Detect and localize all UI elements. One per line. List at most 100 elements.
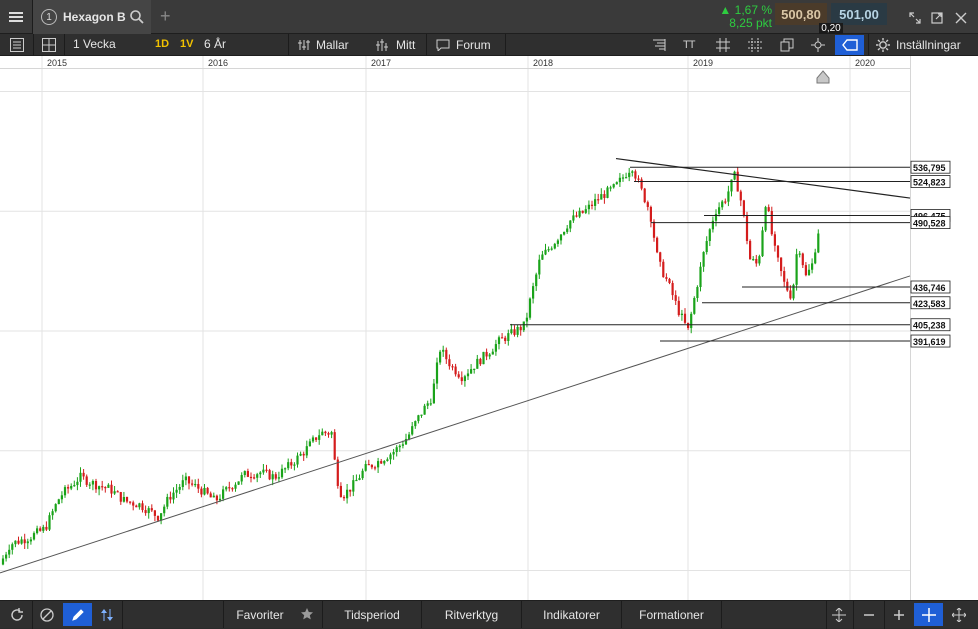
forum-button[interactable]: Forum bbox=[436, 37, 491, 53]
candle-up bbox=[423, 405, 426, 415]
candle-down bbox=[637, 178, 640, 180]
candle-up bbox=[631, 171, 634, 173]
sort-icon[interactable] bbox=[100, 608, 114, 622]
candle-down bbox=[780, 257, 783, 272]
menu-icon[interactable] bbox=[0, 0, 32, 34]
candle-up bbox=[57, 499, 60, 505]
templates-label: Mallar bbox=[316, 38, 349, 52]
indicators-tab[interactable]: Indikatorer bbox=[522, 601, 622, 628]
crosshair-icon[interactable] bbox=[811, 38, 825, 52]
fit-icon[interactable] bbox=[832, 607, 846, 623]
candle-up bbox=[358, 478, 361, 480]
interval-select[interactable]: 1 Vecka bbox=[73, 37, 116, 51]
candle-down bbox=[265, 469, 268, 471]
candle-up bbox=[528, 298, 532, 318]
chart-area[interactable]: 201520162017201820192020600,000300,00020… bbox=[0, 56, 978, 600]
candle-down bbox=[683, 313, 687, 323]
crosshair-grid-icon[interactable] bbox=[748, 38, 762, 52]
candle-up bbox=[730, 179, 733, 192]
quick-1v-button[interactable]: 1V bbox=[180, 38, 194, 50]
candle-up bbox=[352, 480, 355, 492]
candle-up bbox=[522, 321, 525, 331]
candle-up bbox=[404, 438, 408, 445]
candle-up bbox=[411, 426, 414, 435]
candle-up bbox=[708, 229, 711, 242]
candle-up bbox=[296, 455, 299, 465]
templates-button[interactable]: Mallar bbox=[298, 37, 349, 53]
move-icon[interactable] bbox=[951, 607, 967, 623]
candle-up bbox=[507, 333, 510, 342]
instrument-name: Hexagon B bbox=[63, 10, 126, 24]
instrument-tab[interactable]: 1 Hexagon B bbox=[33, 0, 151, 34]
bid-button[interactable]: 500,80 bbox=[775, 3, 827, 25]
candle-up bbox=[488, 354, 491, 357]
price-level-tag bbox=[910, 160, 951, 174]
grid-icon[interactable] bbox=[716, 38, 730, 52]
range-select[interactable]: 6 År bbox=[204, 37, 227, 51]
candle-up bbox=[680, 313, 683, 316]
expand-icon[interactable] bbox=[909, 11, 921, 24]
formations-tab[interactable]: Formationer bbox=[622, 601, 722, 628]
instrument-number: 1 bbox=[46, 11, 52, 23]
period-tab[interactable]: Tidsperiod bbox=[323, 601, 422, 628]
candle-up bbox=[798, 253, 801, 255]
candle-down bbox=[646, 202, 649, 207]
align-icon[interactable] bbox=[652, 38, 666, 52]
search-icon[interactable] bbox=[129, 9, 145, 25]
popout-icon[interactable] bbox=[931, 11, 943, 24]
ask-button[interactable]: 501,00 bbox=[831, 3, 887, 25]
candle-up bbox=[510, 329, 513, 334]
pencil-button[interactable] bbox=[63, 603, 92, 626]
mine-button[interactable]: Mitt bbox=[376, 37, 415, 53]
candle-down bbox=[380, 461, 383, 464]
add-tab-button[interactable]: + bbox=[160, 6, 171, 26]
candle-up bbox=[122, 496, 125, 502]
candle-up bbox=[696, 287, 699, 299]
forum-label: Forum bbox=[456, 38, 491, 52]
candle-up bbox=[594, 199, 597, 206]
candle-down bbox=[674, 295, 677, 301]
candle-up bbox=[113, 491, 116, 494]
copy-icon[interactable] bbox=[780, 38, 794, 52]
candle-down bbox=[677, 300, 680, 316]
tag-button[interactable] bbox=[835, 35, 864, 55]
scroll-to-latest-icon[interactable] bbox=[816, 70, 830, 84]
drawing-tools-tab[interactable]: Ritverktyg bbox=[422, 601, 522, 628]
price-chart[interactable]: 201520162017201820192020600,000300,00020… bbox=[0, 56, 978, 600]
instrument-number-badge: 1 bbox=[41, 9, 57, 25]
candle-down bbox=[116, 491, 119, 493]
candle-down bbox=[513, 329, 516, 335]
candle-up bbox=[166, 496, 169, 507]
text-tool-button[interactable]: TT bbox=[683, 39, 695, 51]
settings-button[interactable]: Inställningar bbox=[876, 37, 961, 53]
crosshair-toggle-button[interactable] bbox=[914, 603, 943, 626]
candle-down bbox=[101, 486, 104, 488]
candle-down bbox=[302, 453, 305, 456]
favorites-tab[interactable]: Favoriter bbox=[223, 601, 323, 628]
candle-up bbox=[718, 207, 721, 214]
candle-up bbox=[609, 187, 612, 189]
candle-up bbox=[566, 228, 569, 232]
list-icon[interactable] bbox=[10, 38, 24, 52]
candle-down bbox=[215, 495, 218, 501]
candle-up bbox=[178, 486, 181, 490]
candle-up bbox=[714, 213, 718, 221]
candle-up bbox=[5, 554, 8, 559]
hide-icon[interactable] bbox=[40, 608, 54, 622]
candle-down bbox=[804, 265, 807, 276]
layout-icon[interactable] bbox=[42, 38, 56, 52]
year-label: 2015 bbox=[47, 58, 67, 68]
refresh-icon[interactable] bbox=[10, 608, 24, 622]
change-percent: 1,67 % bbox=[734, 3, 772, 17]
candle-up bbox=[346, 489, 349, 499]
zoom-out-icon[interactable] bbox=[862, 608, 876, 622]
zoom-in-icon[interactable] bbox=[892, 608, 906, 622]
close-icon[interactable] bbox=[955, 11, 967, 24]
candle-up bbox=[721, 201, 724, 208]
candle-down bbox=[485, 351, 488, 357]
quick-1d-button[interactable]: 1D bbox=[155, 38, 170, 50]
candle-up bbox=[541, 254, 544, 260]
candle-up bbox=[1, 558, 5, 565]
candle-up bbox=[420, 414, 423, 416]
candle-down bbox=[501, 337, 504, 339]
